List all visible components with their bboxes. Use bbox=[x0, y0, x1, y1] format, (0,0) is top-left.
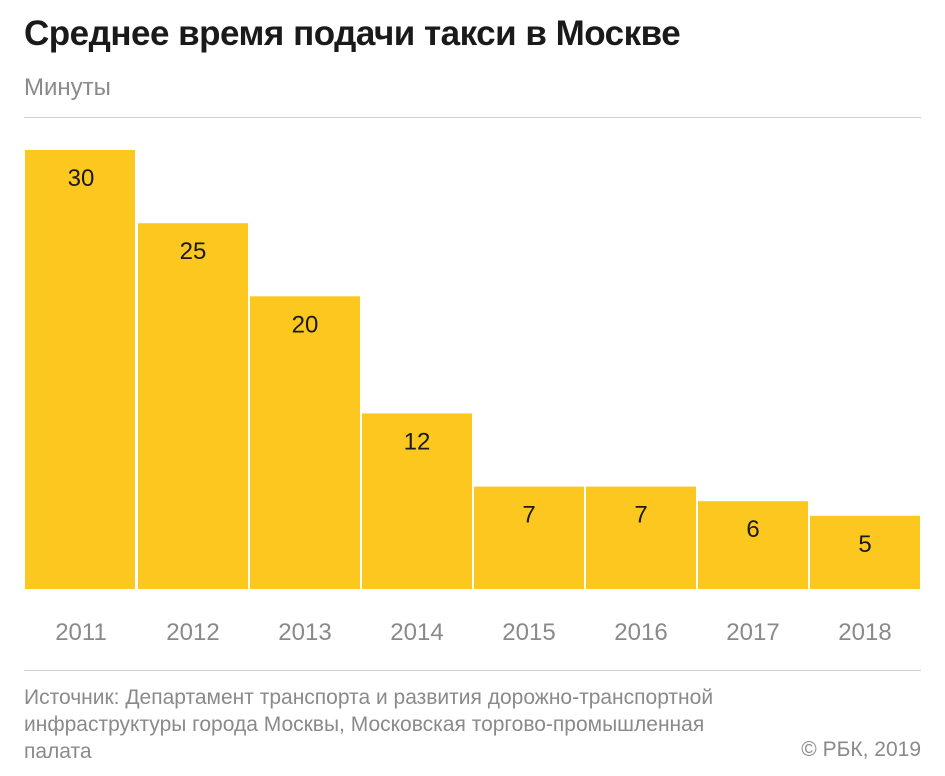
value-label-2015: 7 bbox=[522, 502, 535, 529]
x-tick-label-2014: 2014 bbox=[390, 619, 443, 646]
bar-2013 bbox=[250, 296, 360, 589]
value-label-2017: 6 bbox=[746, 516, 759, 543]
x-tick-label-2017: 2017 bbox=[726, 619, 779, 646]
x-tick-label-2015: 2015 bbox=[502, 619, 555, 646]
bar-2012 bbox=[138, 223, 248, 589]
chart-title: Среднее время подачи такси в Москве bbox=[24, 14, 681, 53]
value-label-2018: 5 bbox=[858, 531, 871, 558]
bar-2015 bbox=[474, 486, 584, 589]
x-tick-label-2018: 2018 bbox=[838, 619, 891, 646]
x-tick-label-2013: 2013 bbox=[278, 619, 331, 646]
top-divider bbox=[24, 117, 921, 118]
source-note: Источник: Департамент транспорта и разви… bbox=[24, 686, 714, 763]
value-label-2014: 12 bbox=[404, 428, 431, 455]
x-tick-label-2016: 2016 bbox=[614, 619, 667, 646]
bar-2016 bbox=[586, 486, 696, 589]
chart-subtitle: Минуты bbox=[24, 74, 111, 101]
bottom-divider bbox=[24, 670, 921, 671]
bar-2018 bbox=[810, 515, 920, 589]
x-tick-label-2012: 2012 bbox=[166, 619, 219, 646]
x-tick-label-2011: 2011 bbox=[55, 619, 107, 646]
bar-2017 bbox=[698, 501, 808, 589]
bar-2014 bbox=[362, 413, 472, 589]
value-label-2013: 20 bbox=[292, 311, 319, 338]
value-label-2016: 7 bbox=[634, 502, 647, 529]
value-label-2012: 25 bbox=[180, 238, 207, 265]
value-label-2011: 30 bbox=[68, 165, 95, 192]
copyright-note: © РБК, 2019 bbox=[801, 738, 921, 761]
bar-2011 bbox=[25, 150, 135, 589]
